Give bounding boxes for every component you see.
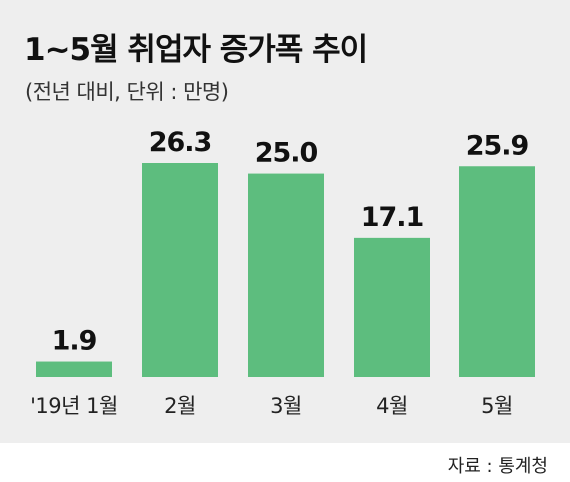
bar-chart: 1.9 '19년 1월 26.3 2월 25.0 3월 17.1 4월 25.9 5월: [30, 127, 535, 418]
source-note: 자료 : 통계청: [447, 456, 548, 477]
bar-4: [354, 237, 430, 377]
category-label-2: 2월: [164, 394, 196, 418]
category-label-1: '19년 1월: [30, 394, 118, 418]
bar-5: [459, 166, 535, 377]
bar-3: [248, 173, 324, 377]
chart-subtitle: (전년 대비, 단위 : 만명): [25, 80, 229, 104]
value-label-2: 26.3: [149, 127, 212, 158]
category-label-3: 3월: [270, 394, 302, 418]
category-label-5: 5월: [481, 394, 513, 418]
category-label-4: 4월: [376, 394, 408, 418]
value-label-5: 25.9: [466, 130, 529, 161]
chart-panel: 1~5월 취업자 증가폭 추이 (전년 대비, 단위 : 만명) 1.9 '19년…: [0, 0, 570, 443]
value-label-1: 1.9: [52, 326, 97, 357]
chart-title: 1~5월 취업자 증가폭 추이: [24, 32, 368, 68]
bar-2: [142, 163, 218, 377]
value-label-3: 25.0: [255, 138, 318, 169]
bar-1: [36, 361, 112, 377]
value-label-4: 17.1: [361, 202, 424, 233]
